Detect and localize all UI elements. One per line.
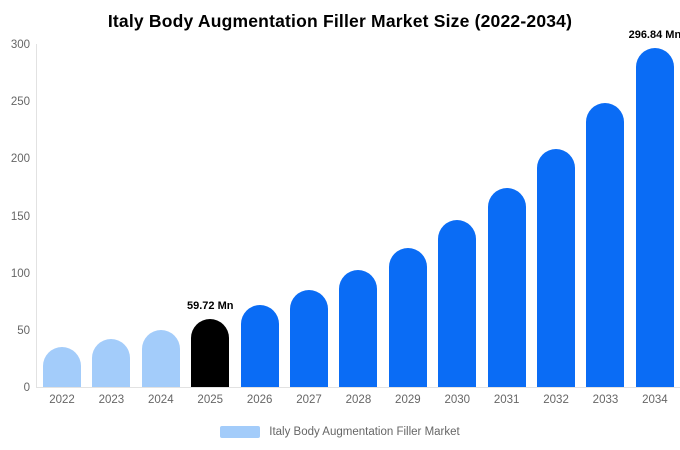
x-axis-label-2025: 2025 [197, 394, 224, 406]
legend-item[interactable]: Italy Body Augmentation Filler Market [220, 426, 460, 438]
bar-cell-2022: 2022 [43, 44, 81, 406]
y-axis-tick-150: 150 [10, 210, 30, 223]
bar-value-label-2025: 59.72 Mn [186, 299, 234, 312]
chart-title: Italy Body Augmentation Filler Market Si… [107, 11, 573, 31]
y-axis-tick-50: 50 [17, 324, 30, 337]
x-axis-label-2027: 2027 [296, 394, 322, 406]
y-axis-tick-300: 300 [10, 39, 30, 51]
y-axis-tick-250: 250 [10, 96, 30, 109]
bar-2030[interactable] [438, 220, 477, 387]
bar-cell-2024: 2024 [141, 44, 180, 406]
bar-2031[interactable] [487, 187, 526, 387]
bar-cell-2033: 2033 [586, 44, 625, 406]
bar-2025[interactable] [191, 318, 230, 387]
bar-2024[interactable] [141, 329, 180, 387]
bar-2033[interactable] [586, 102, 625, 387]
bar-2032[interactable] [537, 149, 576, 387]
bar-2023[interactable] [92, 339, 131, 387]
bar-cell-2026: 2026 [240, 44, 279, 406]
x-axis-label-2026: 2026 [246, 394, 273, 406]
bar-cell-2034: 296.84 Mn 2034 [629, 29, 680, 406]
x-axis-label-2023: 2023 [98, 394, 125, 406]
y-axis-labels: 0 50 100 150 200 250 300 [0, 39, 30, 394]
x-axis-label-2028: 2028 [345, 394, 372, 406]
bar-2027[interactable] [290, 289, 329, 387]
bar-2026[interactable] [240, 305, 279, 387]
bar-cell-2025: 59.72 Mn 2025 [187, 44, 233, 406]
bar-cell-2029: 2029 [388, 44, 427, 406]
bar-cell-2032: 2032 [537, 44, 576, 406]
bar-cell-2023: 2023 [92, 44, 131, 406]
bar-2029[interactable] [388, 247, 427, 387]
bar-cell-2031: 2031 [487, 44, 526, 406]
bar-2022[interactable] [43, 347, 81, 387]
plot-area: 2022 2023 2024 59.72 Mn 2025 2026 2027 2028 2029… [36, 29, 680, 406]
legend-swatch-icon [220, 426, 261, 438]
bar-2028[interactable] [339, 270, 378, 387]
bar-cell-2027: 2027 [290, 44, 329, 406]
x-axis-label-2033: 2033 [592, 394, 619, 406]
x-axis-label-2022: 2022 [49, 394, 75, 406]
x-axis-label-2031: 2031 [493, 394, 520, 406]
x-axis-label-2032: 2032 [543, 394, 569, 406]
bar-value-label-2034: 296.84 Mn [628, 28, 680, 41]
bar-cell-2028: 2028 [339, 44, 378, 406]
legend-label: Italy Body Augmentation Filler Market [269, 426, 460, 438]
bar-2034[interactable] [635, 47, 674, 387]
x-axis-label-2034: 2034 [642, 394, 668, 406]
y-axis-tick-200: 200 [10, 153, 30, 166]
x-axis-label-2024: 2024 [148, 394, 174, 406]
y-axis-tick-100: 100 [10, 267, 30, 280]
y-axis-tick-0: 0 [23, 382, 30, 394]
legend: Italy Body Augmentation Filler Market [0, 426, 680, 438]
x-axis-label-2029: 2029 [395, 394, 421, 406]
bar-cell-2030: 2030 [438, 44, 477, 406]
x-axis-label-2030: 2030 [444, 394, 471, 406]
